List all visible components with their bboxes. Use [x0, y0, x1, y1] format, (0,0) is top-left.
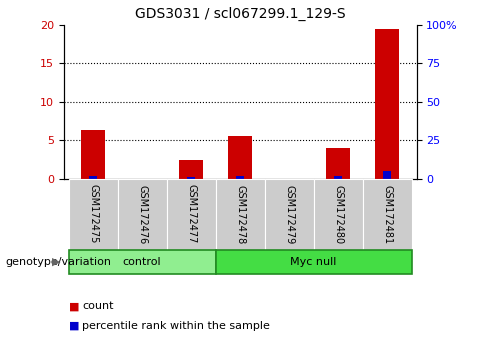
Text: ■: ■ [69, 321, 79, 331]
Text: ▶: ▶ [52, 257, 60, 267]
Bar [383, 171, 392, 179]
Bar [69, 250, 216, 274]
Text: GSM172480: GSM172480 [333, 184, 343, 244]
Text: GSM172479: GSM172479 [284, 184, 294, 244]
Bar [236, 176, 245, 179]
Bar [216, 179, 265, 250]
Bar [69, 179, 118, 250]
Bar [187, 177, 196, 179]
Text: count: count [82, 301, 114, 311]
Bar [265, 179, 314, 250]
Text: control: control [123, 257, 161, 267]
Bar [334, 176, 343, 179]
Bar [118, 179, 167, 250]
Bar [326, 148, 350, 179]
Bar [167, 179, 216, 250]
Bar [216, 250, 412, 274]
Bar [89, 176, 98, 179]
Title: GDS3031 / scl067299.1_129-S: GDS3031 / scl067299.1_129-S [135, 7, 345, 21]
Text: ■: ■ [69, 301, 79, 311]
Text: GSM172481: GSM172481 [382, 184, 392, 244]
Text: percentile rank within the sample: percentile rank within the sample [82, 321, 270, 331]
Bar [228, 136, 252, 179]
Bar [314, 179, 363, 250]
Text: GSM172477: GSM172477 [186, 184, 196, 244]
Bar [375, 29, 399, 179]
Bar [179, 160, 203, 179]
Text: genotype/variation: genotype/variation [5, 257, 111, 267]
Bar [363, 179, 412, 250]
Text: GSM172478: GSM172478 [235, 184, 245, 244]
Text: GSM172476: GSM172476 [137, 184, 147, 244]
Text: GSM172475: GSM172475 [88, 184, 98, 244]
Text: Myc null: Myc null [291, 257, 337, 267]
Bar [81, 130, 105, 179]
